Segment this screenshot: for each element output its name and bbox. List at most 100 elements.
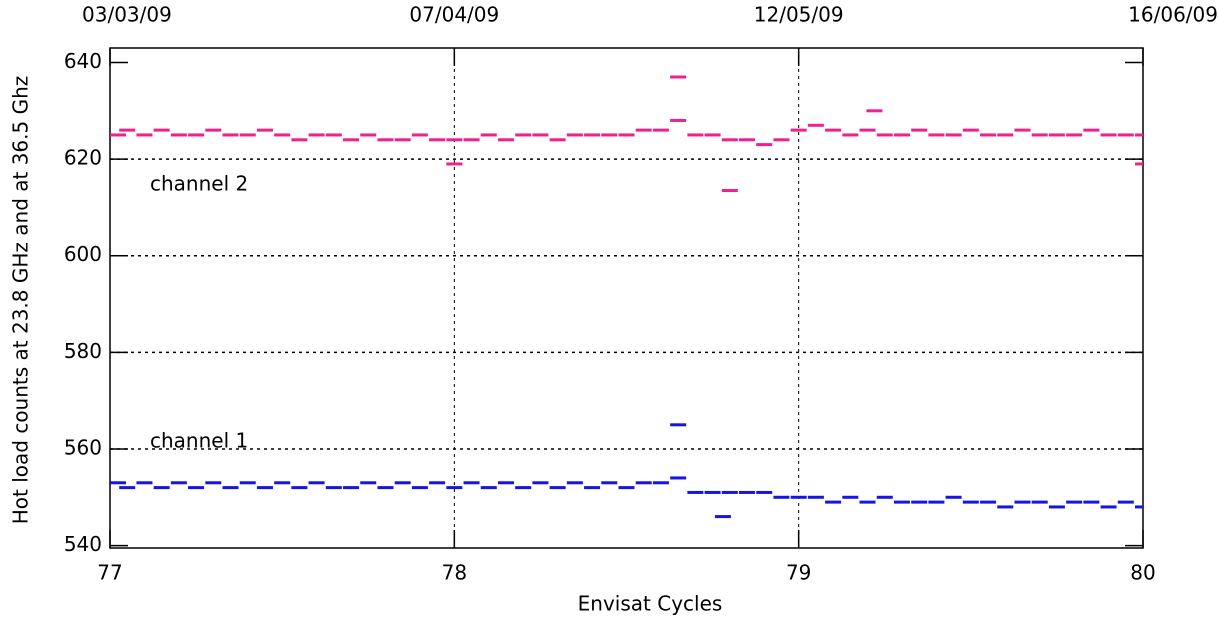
top-tick-label: 03/03/09 — [82, 3, 172, 27]
point — [1048, 133, 1065, 137]
point — [360, 133, 377, 137]
point — [497, 138, 514, 142]
point — [291, 486, 308, 490]
point — [928, 133, 945, 137]
point — [515, 486, 532, 490]
point — [997, 505, 1014, 509]
point — [704, 133, 721, 137]
point — [997, 133, 1014, 137]
point — [532, 481, 549, 485]
point — [739, 490, 756, 494]
point — [170, 133, 187, 137]
point — [566, 481, 583, 485]
point — [1117, 133, 1134, 137]
point — [274, 133, 291, 137]
point — [1048, 505, 1065, 509]
x-tick-label: 77 — [97, 561, 122, 585]
y-tick-label: 580 — [64, 339, 102, 363]
point — [670, 118, 687, 122]
point — [429, 481, 446, 485]
point — [480, 133, 497, 137]
point — [480, 486, 497, 490]
y-tick-label: 560 — [64, 435, 102, 459]
point — [394, 481, 411, 485]
point — [308, 481, 325, 485]
point — [756, 143, 773, 147]
point — [670, 75, 687, 79]
y-tick-label: 600 — [64, 242, 102, 266]
series-label: channel 2 — [150, 172, 248, 196]
point — [790, 495, 807, 499]
point — [1031, 500, 1048, 504]
point — [205, 481, 222, 485]
point — [945, 495, 962, 499]
point — [911, 500, 928, 504]
point — [1135, 505, 1143, 509]
point — [842, 495, 859, 499]
point — [136, 133, 153, 137]
point — [980, 133, 997, 137]
point — [1014, 500, 1031, 504]
point — [1100, 133, 1117, 137]
point — [1066, 500, 1083, 504]
point — [463, 481, 480, 485]
point — [807, 495, 824, 499]
point — [205, 128, 222, 132]
point — [188, 133, 205, 137]
point — [188, 486, 205, 490]
point — [308, 133, 325, 137]
point — [222, 486, 239, 490]
point — [549, 138, 566, 142]
point — [377, 138, 394, 142]
point — [876, 133, 893, 137]
point — [635, 481, 652, 485]
point — [343, 486, 360, 490]
point — [756, 490, 773, 494]
point — [497, 481, 514, 485]
point — [790, 128, 807, 132]
point — [515, 133, 532, 137]
point — [687, 133, 704, 137]
point — [962, 500, 979, 504]
x-tick-label: 78 — [442, 561, 467, 585]
point — [911, 128, 928, 132]
point — [721, 138, 738, 142]
point — [239, 481, 256, 485]
point — [549, 486, 566, 490]
point — [325, 133, 342, 137]
series-label: channel 1 — [150, 429, 248, 453]
point — [807, 123, 824, 127]
point — [360, 481, 377, 485]
point — [652, 128, 669, 132]
plot-frame — [109, 47, 1144, 549]
point — [343, 138, 360, 142]
y-tick-label: 540 — [64, 532, 102, 556]
point — [463, 138, 480, 142]
point — [773, 495, 790, 499]
point — [377, 486, 394, 490]
point — [256, 128, 273, 132]
point — [1014, 128, 1031, 132]
point — [618, 486, 635, 490]
point — [945, 133, 962, 137]
point — [1031, 133, 1048, 137]
point — [714, 515, 731, 519]
point — [618, 133, 635, 137]
point — [601, 133, 618, 137]
point — [411, 133, 428, 137]
point — [274, 481, 291, 485]
point — [1135, 133, 1143, 137]
point — [256, 486, 273, 490]
point — [394, 138, 411, 142]
point — [153, 486, 170, 490]
point — [110, 481, 126, 485]
point — [584, 486, 601, 490]
point — [119, 486, 136, 490]
point — [866, 109, 883, 113]
point — [859, 128, 876, 132]
point — [670, 423, 687, 427]
x-tick-label: 80 — [1130, 561, 1155, 585]
point — [119, 128, 136, 132]
top-tick-label: 16/06/09 — [1128, 3, 1218, 27]
point — [962, 128, 979, 132]
